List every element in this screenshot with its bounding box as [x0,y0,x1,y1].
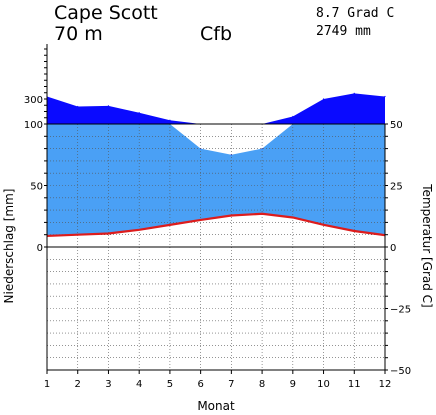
right-axis-label: Temperatur [Grad C] [420,183,434,307]
axes [44,44,388,374]
right-tick-label: 0 [390,243,396,254]
right-tick-label: −25 [390,305,411,316]
precip-point-11 [353,92,355,94]
annual-precipitation: 2749 mm [316,24,371,39]
right-tick-label: −50 [390,366,411,377]
month-tick-label: 2 [75,379,81,390]
precip-point-9 [292,115,294,118]
month-tick-label: 7 [228,379,234,390]
precip-point-4 [138,112,140,114]
annual-temperature: 8.7 Grad C [316,6,394,21]
month-tick-label: 3 [105,379,111,390]
month-tick-label: 8 [259,379,265,390]
left-tick-label: 300 [24,95,43,106]
station-name: Cape Scott [54,2,158,24]
precip-point-10 [322,98,325,100]
precip-point-5 [169,119,171,121]
right-tick-label: 50 [390,120,403,131]
humid-period-area [47,124,385,236]
month-tick-label: 5 [167,379,173,390]
month-tick-label: 6 [197,379,203,390]
precip-point-12 [384,95,386,98]
precip-point-2 [77,105,79,108]
precipitation-areas [46,92,386,236]
x-axis-label: Monat [197,399,235,413]
precip-point-3 [107,105,110,107]
month-tick-label: 10 [317,379,330,390]
left-tick-label: 50 [30,182,43,193]
left-axis-label: Niederschlag [mm] [2,189,16,304]
month-tick-label: 12 [379,379,392,390]
temperature-line [46,212,386,238]
month-tick-label: 11 [348,379,361,390]
month-tick-label: 1 [44,379,50,390]
left-tick-label: 0 [37,243,43,254]
right-tick-label: 25 [390,182,403,193]
month-tick-label: 9 [290,379,296,390]
climate-class: Cfb [200,23,232,45]
left-tick-label: 100 [24,120,43,131]
month-tick-label: 4 [136,379,142,390]
station-elevation: 70 m [54,23,103,45]
excess-precipitation-area [47,93,385,124]
